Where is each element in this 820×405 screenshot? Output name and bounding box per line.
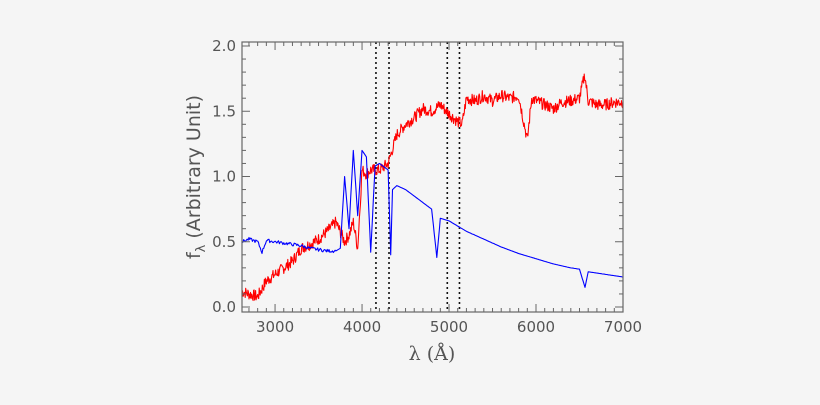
y-axis-ticks: 0.0 0.5 1.0 1.5 2.0 (212, 37, 623, 316)
blue-spectrum-line (241, 149, 624, 288)
y-axis-title-sub: λ (194, 244, 209, 252)
svg-text:fλ(Arbitrary Unit): fλ (Arbitrary Unit) (183, 95, 209, 259)
series-layer (241, 73, 624, 302)
y-tick-label: 1.0 (212, 168, 236, 186)
x-tick-label: 4000 (343, 318, 381, 336)
vertical-dotted-lines (375, 42, 461, 312)
x-tick-label: 5000 (430, 318, 468, 336)
y-tick-label: 2.0 (212, 37, 236, 55)
x-tick-label: 3000 (256, 318, 294, 336)
plot-frame (241, 41, 624, 313)
y-axis-title-main: f (183, 251, 205, 259)
y-tick-label: 0.0 (212, 298, 236, 316)
x-tick-label: 6000 (517, 318, 555, 336)
y-axis-title-rest: (Arbitrary Unit) (183, 95, 205, 239)
x-axis-title: λ (Å) (409, 343, 456, 365)
x-axis-ticks: 3000 4000 5000 6000 7000 (248, 42, 642, 336)
y-tick-label: 0.5 (212, 233, 236, 251)
y-axis-title: fλ (Arbitrary Unit) (183, 95, 209, 259)
x-tick-label: 7000 (604, 318, 642, 336)
y-tick-label: 1.5 (212, 102, 236, 120)
